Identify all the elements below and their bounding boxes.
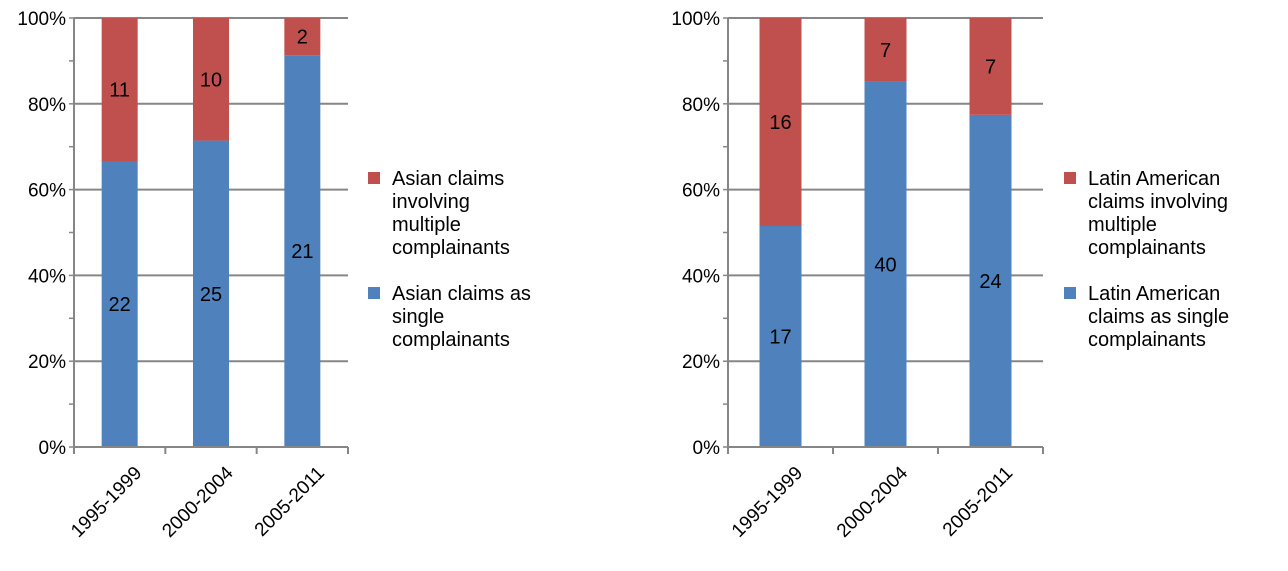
- legend-swatch: [1064, 287, 1076, 299]
- y-tick-label: 60%: [28, 181, 66, 202]
- y-tick-label: 40%: [682, 266, 720, 287]
- y-tick-label: 0%: [39, 438, 67, 459]
- data-label: 7: [880, 40, 891, 62]
- legend-entry: Latin American claims as single complainan…: [1088, 283, 1229, 351]
- chart-latin-american-claims: 0% 20% 40% 60% 80% 100% 17 16 40 7 24 7 1995-1999 200…: [671, 9, 1229, 542]
- x-category-label: 2000-2004: [158, 462, 237, 541]
- legend-entry: Asian claims as single complainants: [392, 283, 531, 351]
- data-label: 11: [109, 80, 130, 102]
- bar-segment: [193, 18, 229, 141]
- bar-segment: [193, 140, 229, 448]
- bar-segment: [864, 81, 907, 447]
- legend-swatch: [1064, 172, 1076, 184]
- x-category-label: 2005-2011: [251, 463, 329, 541]
- y-tick-label: 20%: [28, 352, 66, 373]
- legend-swatch: [368, 287, 380, 299]
- data-label: 2: [297, 27, 308, 49]
- bar-segment: [969, 18, 1012, 115]
- y-tick-label: 0%: [693, 438, 721, 459]
- x-category-label: 2005-2011: [939, 463, 1017, 541]
- bar-segment: [864, 18, 907, 82]
- bar-segment: [759, 226, 802, 447]
- y-tick-label: 80%: [682, 95, 720, 116]
- data-label: 24: [979, 271, 1001, 293]
- data-label: 25: [200, 284, 222, 306]
- bar-segment: [284, 18, 321, 56]
- legend-entry: Asian claims involving multiple complainant…: [392, 168, 510, 259]
- y-tick-label: 100%: [17, 9, 66, 30]
- data-label: 21: [291, 241, 313, 263]
- x-category-label: 1995-1999: [728, 463, 807, 542]
- bar-segment: [101, 18, 138, 161]
- legend-swatch: [368, 172, 380, 184]
- bar-segment: [284, 55, 321, 447]
- bar-segment: [101, 161, 138, 447]
- y-tick-label: 80%: [28, 95, 66, 116]
- y-tick-label: 100%: [671, 9, 720, 30]
- y-tick-label: 60%: [682, 181, 720, 202]
- y-tick-label: 20%: [682, 352, 720, 373]
- data-label: 10: [200, 69, 222, 91]
- bar-segment: [969, 114, 1012, 447]
- data-label: 40: [874, 254, 896, 276]
- legend-entry: Latin American claims involving multiple co…: [1088, 168, 1228, 259]
- y-tick-label: 40%: [28, 266, 66, 287]
- data-label: 7: [985, 56, 996, 78]
- x-category-label: 1995-1999: [67, 463, 146, 542]
- data-label: 17: [769, 327, 791, 349]
- x-category-label: 2000-2004: [833, 462, 912, 541]
- data-label: 16: [769, 112, 791, 134]
- bar-segment: [759, 18, 802, 226]
- data-label: 22: [109, 294, 131, 316]
